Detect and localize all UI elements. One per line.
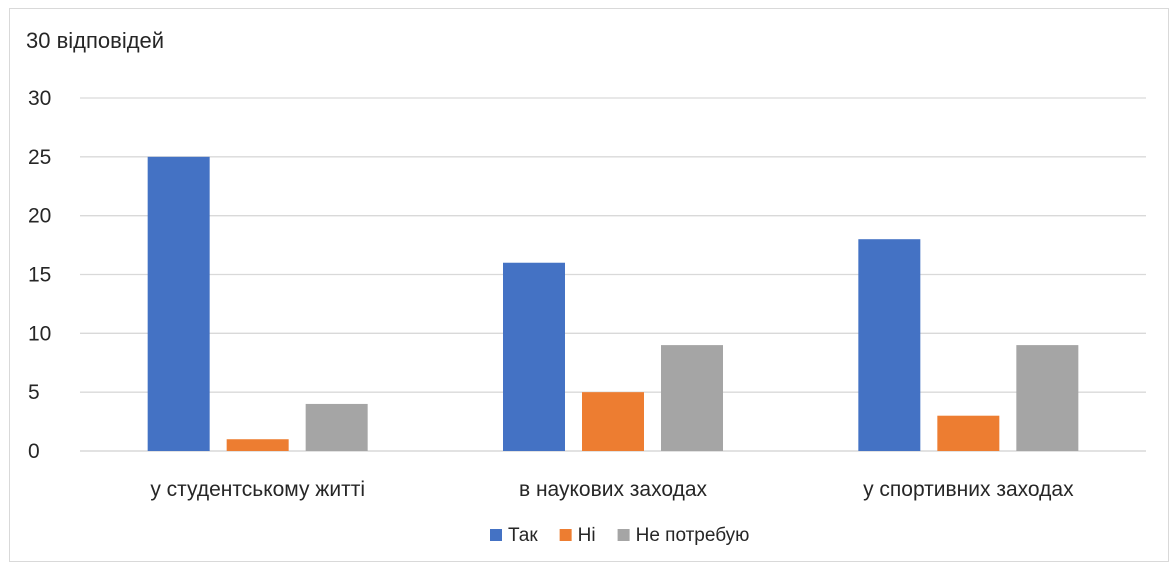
legend-swatch: [490, 529, 502, 541]
x-axis-categories: у студентському житті в наукових заходах у…: [150, 478, 1074, 501]
bar-2-3: [937, 415, 1000, 451]
bar-3-1: [305, 403, 368, 451]
legend: Так Ні Не потребую: [490, 525, 749, 546]
y-tick-label: 5: [28, 381, 40, 404]
y-axis-ticks: 0 5 10 15 20 25 30: [28, 87, 51, 463]
bar-2-1: [226, 439, 289, 451]
gridlines: [80, 97, 1146, 452]
bars: [147, 156, 1079, 452]
y-tick-label: 10: [28, 322, 51, 345]
bar-3-2: [661, 345, 723, 451]
y-tick-label: 25: [28, 146, 51, 169]
chart-title: 30 відповідей: [26, 28, 165, 53]
bar-1-1: [147, 156, 210, 452]
bar-2-2: [582, 392, 644, 451]
y-tick-label: 30: [28, 87, 51, 110]
bar-1-2: [503, 262, 565, 451]
legend-label: Не потребую: [636, 525, 750, 546]
bar-3-3: [1016, 345, 1079, 451]
legend-swatch: [559, 529, 572, 541]
legend-label: Так: [508, 525, 538, 546]
y-tick-label: 15: [28, 264, 51, 287]
bar-1-3: [858, 239, 921, 451]
y-tick-label: 20: [28, 205, 51, 228]
legend-label: Ні: [578, 525, 596, 546]
x-category-label: в наукових заходах: [519, 478, 708, 501]
legend-swatch: [617, 529, 630, 541]
x-category-label: у студентському житті: [150, 478, 365, 501]
x-category-label: у спортивних заходах: [863, 478, 1074, 501]
y-tick-label: 0: [28, 440, 40, 463]
